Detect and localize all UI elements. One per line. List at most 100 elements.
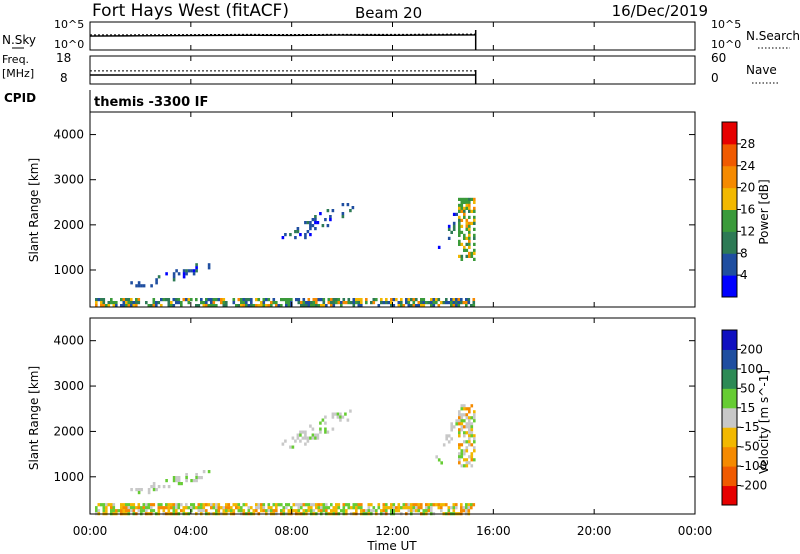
data-pixel (267, 509, 271, 513)
data-pixel (175, 476, 178, 480)
data-pixel (450, 422, 453, 426)
data-pixel (175, 506, 178, 510)
data-pixel (410, 298, 413, 302)
data-pixel (167, 298, 171, 302)
data-pixel (324, 421, 327, 425)
data-pixel (337, 506, 341, 510)
data-pixel (290, 506, 293, 510)
data-pixel (162, 509, 166, 513)
data-pixel (120, 503, 123, 507)
data-pixel (212, 301, 216, 305)
data-pixel (315, 304, 318, 308)
data-pixel (187, 269, 191, 273)
data-pixel (465, 248, 469, 252)
data-pixel (432, 304, 436, 308)
data-pixel (455, 506, 458, 510)
data-pixel (387, 506, 391, 510)
data-pixel (247, 509, 251, 513)
data-pixel (312, 503, 316, 507)
data-pixel (468, 224, 471, 228)
data-pixel (317, 298, 321, 302)
data-pixel (357, 298, 361, 302)
data-pixel (382, 503, 386, 507)
data-pixel (460, 254, 464, 258)
data-pixel (105, 509, 108, 513)
data-pixel (407, 301, 411, 305)
data-pixel (281, 236, 285, 240)
data-pixel (410, 503, 413, 507)
data-pixel (470, 458, 474, 462)
data-pixel (132, 509, 136, 513)
data-pixel (458, 419, 461, 423)
data-pixel (412, 304, 416, 308)
data-pixel (468, 443, 471, 447)
data-pixel (402, 304, 406, 308)
time-tick-label: 20:00 (577, 524, 612, 538)
data-pixel (102, 298, 106, 302)
data-pixel (275, 506, 278, 510)
data-pixel (127, 304, 131, 308)
data-pixel (205, 304, 208, 308)
data-pixel (470, 434, 474, 438)
data-pixel (465, 449, 469, 453)
data-pixel (465, 440, 469, 444)
data-pixel (115, 301, 118, 305)
colorbar-swatch (722, 209, 737, 232)
data-pixel (355, 503, 358, 507)
data-pixel (427, 301, 431, 305)
data-pixel (470, 428, 474, 432)
data-pixel (275, 301, 278, 305)
data-pixel (337, 298, 341, 302)
data-pixel (170, 503, 173, 507)
data-pixel (165, 479, 168, 483)
data-pixel (172, 298, 176, 302)
data-pixel (137, 506, 141, 510)
data-pixel (125, 509, 128, 513)
data-pixel (255, 503, 258, 507)
data-pixel (437, 458, 441, 462)
data-pixel (132, 503, 136, 507)
data-pixel (140, 506, 143, 510)
data-pixel (405, 503, 408, 507)
data-pixel (292, 503, 296, 507)
data-pixel (200, 298, 203, 302)
data-pixel (252, 304, 256, 308)
data-pixel (212, 503, 216, 507)
data-pixel (95, 304, 98, 308)
data-pixel (220, 301, 223, 305)
data-pixel (127, 301, 131, 305)
data-pixel (280, 298, 283, 302)
data-pixel (287, 298, 291, 302)
data-pixel (190, 479, 193, 483)
data-pixel (155, 488, 158, 492)
data-pixel (432, 301, 436, 305)
data-pixel (340, 509, 343, 513)
data-pixel (294, 236, 297, 240)
data-pixel (463, 425, 466, 429)
data-pixel (125, 304, 128, 308)
data-pixel (325, 503, 328, 507)
data-pixel (445, 301, 448, 305)
power-axis-ticks: 1000 2000 3000 4000 (53, 128, 695, 277)
data-pixel (142, 509, 146, 513)
data-pixel (473, 416, 476, 420)
time-axis-ticks: 00:00 04:00 08:00 12:00 16:00 20:00 00:00 (73, 22, 712, 538)
data-pixel (341, 203, 345, 207)
data-pixel (445, 434, 448, 438)
data-pixel (182, 269, 186, 273)
data-pixel (473, 236, 476, 240)
data-pixel (312, 298, 316, 302)
data-pixel (447, 434, 451, 438)
data-pixel (175, 298, 178, 302)
data-pixel (267, 506, 271, 510)
data-pixel (450, 301, 453, 305)
data-pixel (167, 304, 171, 308)
data-pixel (357, 506, 361, 510)
data-pixel (457, 304, 461, 308)
colorbar-tick-label: 15 (740, 401, 755, 415)
data-pixel (465, 224, 469, 228)
data-pixel (355, 301, 358, 305)
data-pixel (458, 446, 461, 450)
data-pixel (465, 425, 469, 429)
data-pixel (392, 506, 396, 510)
